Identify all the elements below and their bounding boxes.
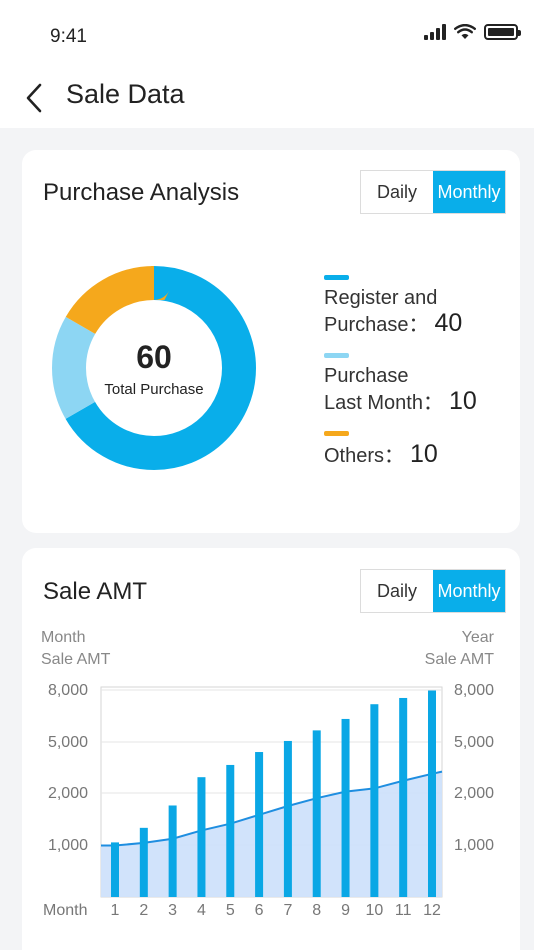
- legend-item-others: Others： 10: [324, 431, 438, 469]
- status-time: 9:41: [50, 26, 87, 47]
- bar-month-9: [341, 718, 350, 897]
- purchase-donut-chart: 60 Total Purchase: [50, 264, 258, 472]
- purchase-monthly-tab[interactable]: Monthly: [433, 171, 505, 213]
- purchase-daily-tab[interactable]: Daily: [376, 181, 417, 202]
- x-tick-label: 3: [168, 902, 177, 918]
- x-tick-label: 9: [341, 902, 350, 918]
- back-button[interactable]: [20, 80, 50, 116]
- total-purchase-label: Total Purchase: [104, 380, 204, 398]
- left-axis-caption-line1: Month: [41, 629, 86, 646]
- legend-swatch: [324, 353, 349, 358]
- bar-month-8: [312, 730, 321, 897]
- x-axis-label: Month: [43, 902, 87, 918]
- x-tick-label: 7: [283, 902, 292, 918]
- sale-amt-title: Sale AMT: [43, 578, 148, 605]
- legend-item-register: Register and Purchase： 40: [324, 275, 462, 338]
- legend-value: 10: [410, 440, 438, 468]
- sale-monthly-tab[interactable]: Monthly: [433, 570, 505, 612]
- x-tick-label: 12: [423, 902, 441, 918]
- total-purchase-value: 60: [136, 338, 172, 375]
- y-tick-label-right: 1,000: [454, 837, 494, 854]
- x-tick-label: 6: [255, 902, 264, 918]
- battery-icon: [484, 24, 521, 40]
- legend-label-line1: Purchase: [324, 365, 409, 387]
- x-tick-label: 10: [365, 902, 383, 918]
- purchase-period-toggle: Daily Monthly: [360, 170, 506, 214]
- legend-value: 10: [448, 387, 477, 415]
- bar-month-12: [428, 690, 436, 897]
- donut-svg: [52, 266, 256, 470]
- bar-month-6: [255, 752, 264, 897]
- right-axis-caption-line1: Year: [461, 629, 494, 646]
- x-tick-label: 8: [312, 902, 321, 918]
- chevron-left-icon: [26, 83, 42, 113]
- donut-slice-2: [52, 266, 256, 470]
- y-tick-label-left: 1,000: [48, 837, 88, 854]
- bar-month-11: [399, 697, 408, 897]
- legend-label-line2: Others：: [324, 445, 405, 467]
- purchase-analysis-card: Purchase Analysis Daily Monthly 60 Total…: [22, 150, 520, 533]
- right-axis-caption: Year Sale AMT: [425, 627, 494, 671]
- bar-month-3: [168, 805, 177, 897]
- legend-value: 40: [434, 309, 463, 337]
- sale-amt-card: Sale AMT Daily Monthly Month Sale AMT Ye…: [22, 548, 520, 950]
- x-tick-label: 2: [139, 902, 148, 918]
- x-tick-label: 11: [395, 902, 412, 918]
- bar-month-7: [283, 740, 292, 897]
- bar-month-2: [139, 827, 148, 897]
- y-tick-label-left: 5,000: [48, 734, 88, 751]
- y-tick-label-left: 8,000: [48, 682, 88, 699]
- legend-swatch: [324, 275, 349, 280]
- bar-month-4: [197, 777, 206, 897]
- legend-swatch: [324, 431, 349, 436]
- right-axis-caption-line2: Sale AMT: [424, 651, 494, 668]
- donut-center: 60 Total Purchase: [50, 264, 258, 472]
- area-series-line: [101, 770, 443, 847]
- sale-daily-tab[interactable]: Daily: [376, 580, 417, 601]
- y-tick-label-right: 2,000: [454, 785, 494, 802]
- legend-item-last-month: Purchase Last Month： 10: [324, 353, 477, 416]
- bar-month-1: [111, 842, 119, 897]
- wifi-icon: [454, 24, 476, 39]
- page-title: Sale Data: [66, 79, 185, 109]
- nav-bar: Sale Data: [0, 70, 534, 128]
- sale-amt-chart: 1,000 1,000 2,000 2,000 5,000 5,000 8,000 8,000…: [43, 682, 494, 918]
- y-tick-label-left: 2,000: [48, 785, 88, 802]
- cellular-signal-icon: [424, 24, 446, 40]
- donut-slice-3: [52, 266, 256, 470]
- y-tick-label-right: 8,000: [454, 682, 494, 699]
- bar-month-5: [226, 764, 235, 897]
- legend-label-line2: Last Month：: [324, 392, 443, 414]
- y-tick-label-right: 5,000: [454, 734, 494, 751]
- bar-month-10: [370, 704, 379, 897]
- x-tick-label: 1: [111, 902, 120, 918]
- status-icons: [424, 24, 521, 40]
- left-axis-caption: Month Sale AMT: [41, 627, 110, 671]
- purchase-analysis-title: Purchase Analysis: [43, 179, 240, 206]
- x-tick-label: 5: [226, 902, 235, 918]
- left-axis-caption-line2: Sale AMT: [41, 651, 111, 668]
- sale-period-toggle: Daily Monthly: [360, 569, 506, 613]
- legend-label-line1: Register and: [324, 287, 438, 309]
- x-tick-label: 4: [197, 902, 206, 918]
- status-bar: 9:41: [0, 0, 534, 70]
- legend-label-line2: Purchase：: [324, 314, 429, 336]
- area-series-fill: [101, 771, 442, 897]
